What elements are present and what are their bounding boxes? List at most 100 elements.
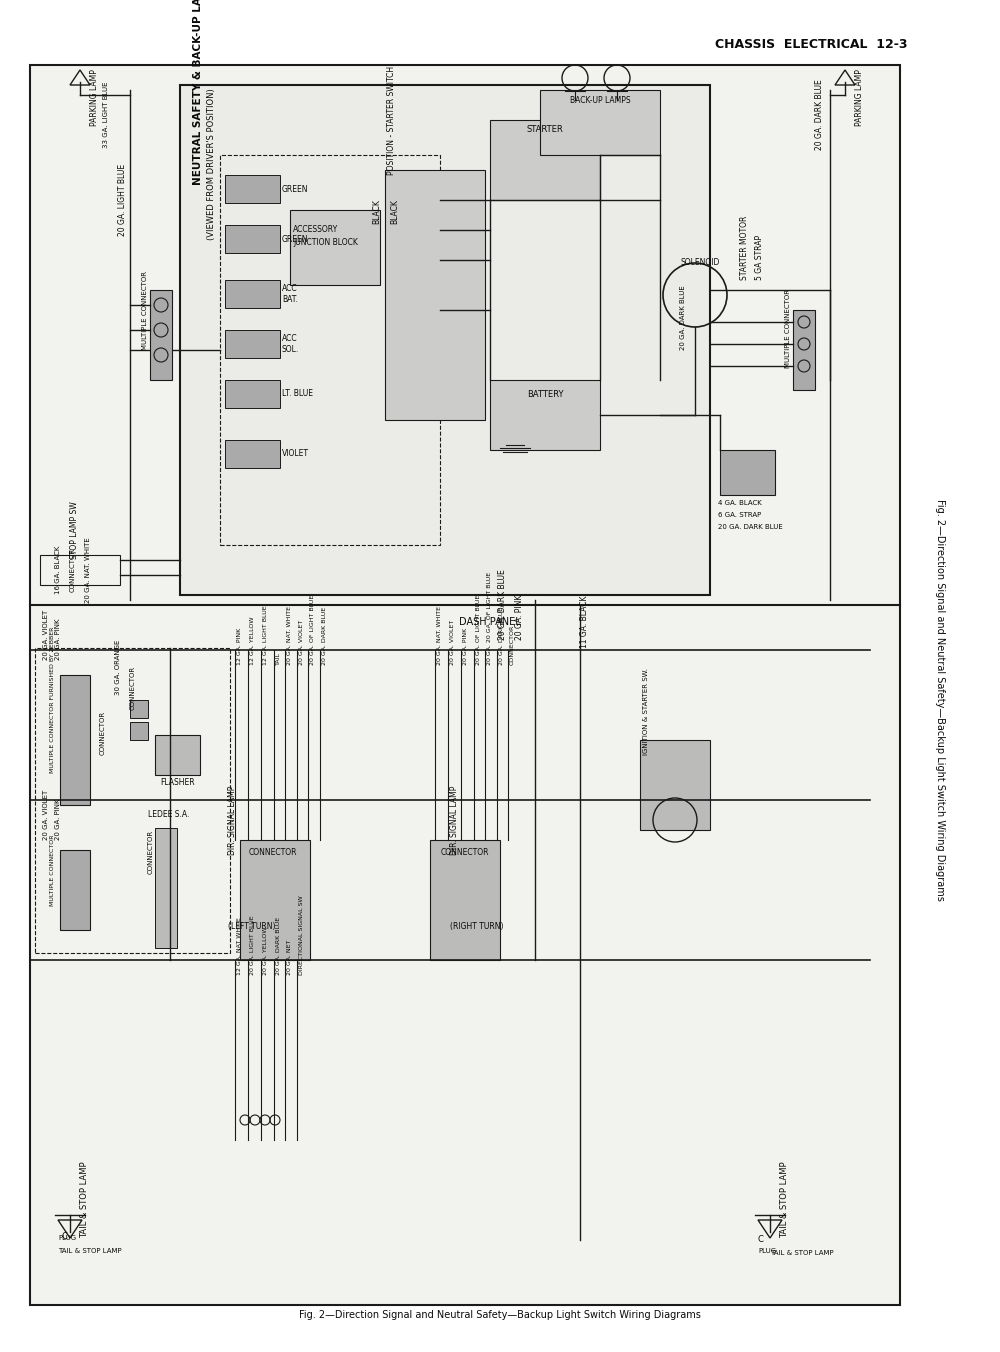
- Bar: [60, 850, 90, 930]
- Text: STARTER: STARTER: [527, 124, 563, 134]
- Text: MULTIPLE CONNECTOR: MULTIPLE CONNECTOR: [142, 270, 148, 350]
- Bar: [225, 174, 280, 203]
- Bar: [385, 170, 485, 420]
- Text: 4 GA. BLACK: 4 GA. BLACK: [718, 500, 762, 506]
- Text: BATTERY: BATTERY: [527, 389, 563, 399]
- Text: TAIL & STOP LAMP: TAIL & STOP LAMP: [80, 1161, 89, 1238]
- Text: 20 GA. DARK BLUE: 20 GA. DARK BLUE: [680, 285, 686, 350]
- Text: TAIL: TAIL: [276, 652, 281, 665]
- Text: TAIL & STOP LAMP: TAIL & STOP LAMP: [770, 1251, 834, 1256]
- Text: LEDEE S.A.: LEDEE S.A.: [148, 810, 189, 819]
- Text: 30 GA. ORANGE: 30 GA. ORANGE: [115, 639, 121, 695]
- Text: Fig. 2—Direction Signal and Neutral Safety—Backup Light Switch Wiring Diagrams: Fig. 2—Direction Signal and Neutral Safe…: [299, 1310, 701, 1320]
- Text: 20 GA. DARK BLUE: 20 GA. DARK BLUE: [499, 607, 504, 665]
- Bar: [430, 840, 500, 960]
- Text: 20 GA. PINK: 20 GA. PINK: [463, 627, 468, 665]
- Bar: [30, 65, 900, 1305]
- Text: CONNECTOR: CONNECTOR: [441, 848, 489, 857]
- Text: CONNECTOR: CONNECTOR: [249, 848, 297, 857]
- Bar: [155, 827, 177, 948]
- Text: 20 GA. PINK: 20 GA. PINK: [515, 595, 524, 639]
- Text: 20 GA. VIOLET: 20 GA. VIOLET: [299, 619, 304, 665]
- Text: 20 GA. PINK: 20 GA. PINK: [55, 799, 61, 840]
- Text: 20 GA. NAT. WHITE: 20 GA. NAT. WHITE: [437, 606, 442, 665]
- Text: 6 GA. STRAP: 6 GA. STRAP: [718, 512, 761, 518]
- Bar: [130, 700, 148, 718]
- Text: BLACK: BLACK: [372, 200, 381, 224]
- Text: CONNECTOR: CONNECTOR: [130, 667, 136, 710]
- Bar: [793, 310, 815, 389]
- Text: 12 GA. YELLOW: 12 GA. YELLOW: [250, 617, 255, 665]
- Bar: [225, 280, 280, 308]
- Bar: [490, 380, 600, 450]
- Text: 20 GA. VIOLET: 20 GA. VIOLET: [43, 610, 49, 660]
- Bar: [180, 85, 710, 595]
- Text: DIRECTIONAL SIGNAL SW: DIRECTIONAL SIGNAL SW: [299, 895, 304, 975]
- Text: SOLENOID: SOLENOID: [680, 258, 720, 266]
- Text: TAIL & STOP LAMP: TAIL & STOP LAMP: [780, 1161, 789, 1238]
- Text: DIR. SIGNAL LAMP: DIR. SIGNAL LAMP: [450, 786, 459, 854]
- Text: 16 GA. BLACK: 16 GA. BLACK: [55, 546, 61, 594]
- Text: 20 GA. 20 GA. OF LIGHT BLUE: 20 GA. 20 GA. OF LIGHT BLUE: [487, 572, 492, 665]
- Text: DASH PANEL: DASH PANEL: [459, 617, 521, 627]
- Bar: [720, 450, 775, 495]
- Text: GREEN: GREEN: [282, 184, 308, 193]
- Text: PARKING LAMP: PARKING LAMP: [90, 69, 99, 127]
- Text: JUNCTION BLOCK: JUNCTION BLOCK: [293, 238, 358, 247]
- Text: POSITION - STARTER SWITCH: POSITION - STARTER SWITCH: [387, 66, 396, 174]
- Text: NEUTRAL SAFETY & BACK-UP LAMP SWITCH: NEUTRAL SAFETY & BACK-UP LAMP SWITCH: [193, 0, 203, 185]
- Text: Fig. 2—Direction Signal and Neutral Safety—Backup Light Switch Wiring Diagrams: Fig. 2—Direction Signal and Neutral Safe…: [935, 499, 945, 900]
- Text: VIOLET: VIOLET: [282, 449, 309, 458]
- Text: STOP LAMP SW: STOP LAMP SW: [70, 502, 79, 558]
- Text: (LEFT TURN): (LEFT TURN): [228, 922, 276, 932]
- Text: 20 GA. NET: 20 GA. NET: [287, 940, 292, 975]
- Text: 20 GA. OF LIGHT BLUE: 20 GA. OF LIGHT BLUE: [310, 595, 315, 665]
- Text: 33 GA. LIGHT BLUE: 33 GA. LIGHT BLUE: [103, 81, 109, 149]
- Text: CONNECTOR: CONNECTOR: [148, 830, 154, 873]
- Text: CHASSIS  ELECTRICAL  12-3: CHASSIS ELECTRICAL 12-3: [715, 38, 908, 51]
- Text: BACK-UP LAMPS: BACK-UP LAMPS: [570, 96, 630, 105]
- Text: MULTIPLE CONNECTOR: MULTIPLE CONNECTOR: [50, 834, 55, 906]
- Text: 11 GA. BLACK: 11 GA. BLACK: [580, 596, 589, 648]
- Text: IGNITION & STARTER SW.: IGNITION & STARTER SW.: [643, 668, 649, 754]
- Bar: [220, 155, 440, 545]
- Text: BLACK: BLACK: [390, 200, 399, 224]
- Bar: [225, 439, 280, 468]
- Text: FLASHER: FLASHER: [161, 777, 195, 787]
- Text: TAIL & STOP LAMP: TAIL & STOP LAMP: [58, 1248, 122, 1255]
- Bar: [60, 675, 90, 804]
- Text: 12 GA. NAT WHITE: 12 GA. NAT WHITE: [237, 917, 242, 975]
- Text: ACCESSORY: ACCESSORY: [293, 224, 338, 234]
- Bar: [225, 330, 280, 358]
- Text: 20 GA. DARK BLUE: 20 GA. DARK BLUE: [718, 525, 783, 530]
- Text: 12 GA. PINK: 12 GA. PINK: [237, 627, 242, 665]
- Text: ACC
SOL.: ACC SOL.: [282, 334, 299, 354]
- Bar: [540, 91, 660, 155]
- Text: CONNECTOR: CONNECTOR: [510, 625, 515, 665]
- Text: (VIEWED FROM DRIVER'S POSITION): (VIEWED FROM DRIVER'S POSITION): [207, 88, 216, 241]
- Text: CONNECTOR: CONNECTOR: [70, 548, 76, 592]
- Text: LT. BLUE: LT. BLUE: [282, 389, 313, 399]
- Text: 20 GA. DARK BLUE: 20 GA. DARK BLUE: [815, 80, 824, 150]
- Text: C: C: [758, 1234, 764, 1244]
- Text: PLUG: PLUG: [58, 1234, 76, 1241]
- Bar: [130, 722, 148, 740]
- Bar: [290, 210, 380, 285]
- Text: PARKING LAMP: PARKING LAMP: [855, 69, 864, 127]
- Bar: [490, 120, 600, 200]
- Text: 20 GA. OF LIGHT BLUE: 20 GA. OF LIGHT BLUE: [476, 595, 481, 665]
- Text: 12 GA. LIGHT BLUE: 12 GA. LIGHT BLUE: [263, 606, 268, 665]
- Bar: [640, 740, 710, 830]
- Text: 20 GA. DARK BLUE: 20 GA. DARK BLUE: [322, 607, 327, 665]
- Text: (RIGHT TURN): (RIGHT TURN): [450, 922, 504, 932]
- Text: 20 GA. VIOLET: 20 GA. VIOLET: [43, 790, 49, 840]
- Bar: [155, 735, 200, 775]
- Text: GREEN: GREEN: [282, 234, 308, 243]
- Text: 20 GA. NAT. WHITE: 20 GA. NAT. WHITE: [287, 606, 292, 665]
- Text: 20 GA. VIOLET: 20 GA. VIOLET: [450, 619, 455, 665]
- Bar: [225, 380, 280, 408]
- Bar: [40, 556, 120, 585]
- Text: 5 GA STRAP: 5 GA STRAP: [755, 235, 764, 280]
- Text: 20 GA. LIGHT BLUE: 20 GA. LIGHT BLUE: [118, 164, 127, 237]
- Text: ACC
BAT.: ACC BAT.: [282, 284, 298, 304]
